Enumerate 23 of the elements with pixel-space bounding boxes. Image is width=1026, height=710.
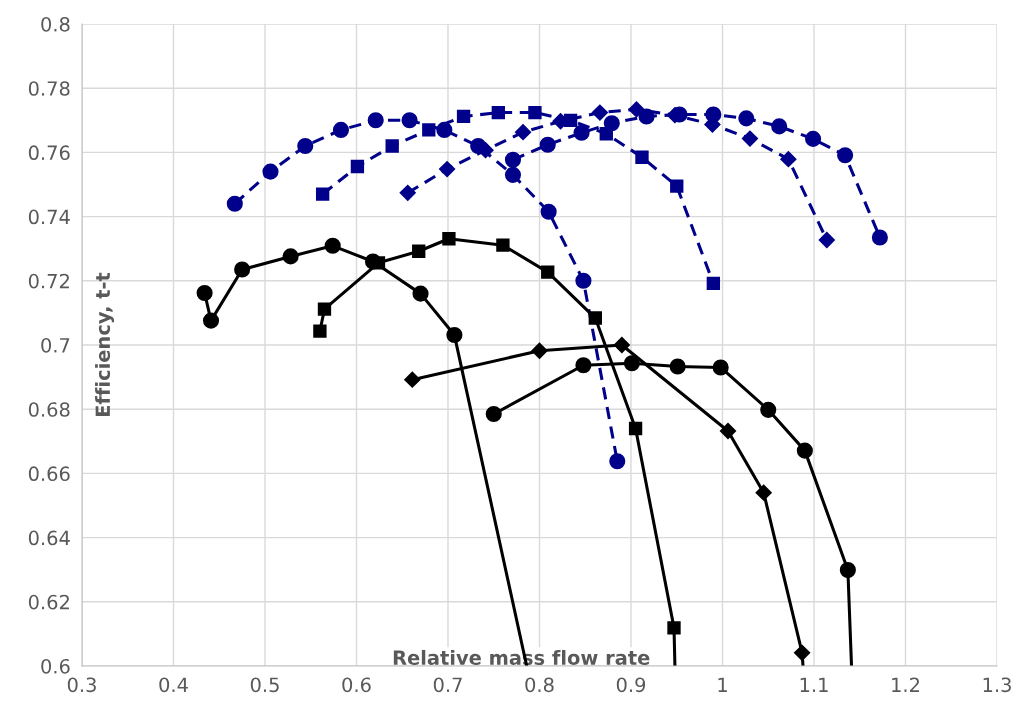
y-tick-label: 0.64 [28, 530, 70, 546]
y-axis-title: Efficiency, t-t [95, 272, 115, 417]
x-tick-label: 0.4 [159, 677, 188, 693]
x-tick-label: 0.9 [616, 677, 646, 693]
x-tick-label: 0.8 [525, 677, 554, 693]
x-tick-label: 1.1 [800, 677, 828, 692]
y-tick-label: 0.76 [28, 145, 70, 161]
y-tick-label: 0.74 [28, 209, 70, 225]
x-tick-label: 0.3 [67, 677, 96, 693]
y-tick-label: 0.7 [41, 337, 70, 353]
x-tick-label: 1 [718, 677, 727, 692]
x-tick-label: 0.5 [250, 677, 279, 693]
y-tick-label: 0.78 [28, 81, 70, 96]
x-tick-label: 1.3 [983, 677, 1011, 693]
y-tick-label: 0.8 [41, 16, 70, 32]
x-tick-label: 0.7 [433, 677, 462, 693]
y-tick-label: 0.68 [28, 402, 70, 417]
y-tick-label: 0.72 [28, 273, 69, 289]
y-tick-label: 0.66 [28, 466, 70, 482]
y-tick-label: 0.62 [28, 594, 69, 610]
x-tick-label: 1.2 [892, 677, 920, 692]
x-tick-label: 0.6 [342, 677, 371, 693]
y-tick-label: 0.6 [41, 658, 70, 674]
